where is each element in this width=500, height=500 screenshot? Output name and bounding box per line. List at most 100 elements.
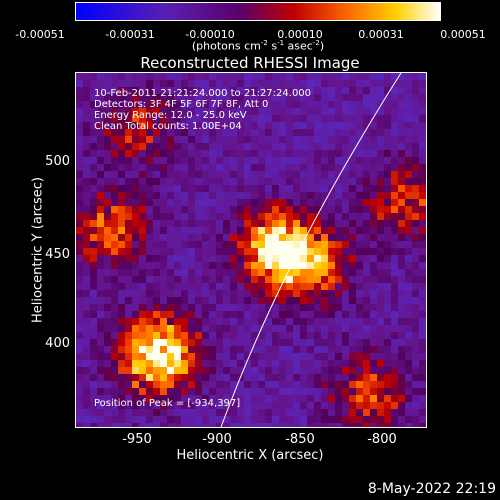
heatmap-cell bbox=[300, 416, 307, 423]
heatmap-cell bbox=[111, 276, 118, 283]
heatmap-cell bbox=[160, 220, 167, 227]
heatmap-cell bbox=[153, 276, 160, 283]
heatmap-cell bbox=[419, 192, 426, 199]
heatmap-cell bbox=[265, 402, 272, 409]
heatmap-cell bbox=[202, 164, 209, 171]
heatmap-cell bbox=[279, 213, 286, 220]
heatmap-cell bbox=[188, 94, 195, 101]
heatmap-cell bbox=[335, 332, 342, 339]
heatmap-cell bbox=[202, 276, 209, 283]
heatmap-cell bbox=[300, 150, 307, 157]
heatmap-cell bbox=[216, 157, 223, 164]
heatmap-cell bbox=[216, 318, 223, 325]
heatmap-cell bbox=[160, 283, 167, 290]
heatmap-cell bbox=[104, 178, 111, 185]
heatmap-cell bbox=[321, 227, 328, 234]
heatmap-cell bbox=[216, 395, 223, 402]
heatmap-cell bbox=[293, 395, 300, 402]
heatmap-cell bbox=[139, 409, 146, 416]
heatmap-cell bbox=[279, 325, 286, 332]
heatmap-cell bbox=[349, 220, 356, 227]
heatmap-cell bbox=[223, 367, 230, 374]
heatmap-cell bbox=[76, 381, 83, 388]
heatmap-cell bbox=[111, 248, 118, 255]
heatmap-cell bbox=[76, 374, 83, 381]
heatmap-cell bbox=[391, 381, 398, 388]
heatmap-cell bbox=[342, 129, 349, 136]
heatmap-cell bbox=[258, 185, 265, 192]
heatmap-cell bbox=[195, 318, 202, 325]
heatmap-cell bbox=[118, 290, 125, 297]
heatmap-cell bbox=[139, 108, 146, 115]
heatmap-cell bbox=[314, 262, 321, 269]
heatmap-cell bbox=[265, 87, 272, 94]
info-detectors: Detectors: 3F 4F 5F 6F 7F 8F, Att 0 bbox=[94, 99, 269, 110]
heatmap-cell bbox=[104, 395, 111, 402]
heatmap-cell bbox=[167, 311, 174, 318]
heatmap-cell bbox=[384, 311, 391, 318]
heatmap-cell bbox=[391, 213, 398, 220]
heatmap-cell bbox=[132, 388, 139, 395]
heatmap-cell bbox=[398, 269, 405, 276]
heatmap-cell bbox=[419, 80, 426, 87]
heatmap-cell bbox=[258, 423, 265, 427]
heatmap-cell bbox=[132, 269, 139, 276]
heatmap-cell bbox=[300, 122, 307, 129]
heatmap-cell bbox=[251, 304, 258, 311]
heatmap-cell bbox=[314, 87, 321, 94]
heatmap-cell bbox=[76, 101, 83, 108]
heatmap-cell bbox=[419, 171, 426, 178]
heatmap-cell bbox=[349, 171, 356, 178]
heatmap-cell bbox=[342, 367, 349, 374]
heatmap-cell bbox=[321, 108, 328, 115]
heatmap-cell bbox=[83, 73, 90, 80]
heatmap-cell bbox=[188, 318, 195, 325]
heatmap-cell bbox=[349, 290, 356, 297]
heatmap-cell bbox=[76, 157, 83, 164]
heatmap-cell bbox=[160, 101, 167, 108]
heatmap-cell bbox=[251, 339, 258, 346]
heatmap-cell bbox=[272, 171, 279, 178]
heatmap-cell bbox=[342, 206, 349, 213]
heatmap-cell bbox=[139, 339, 146, 346]
heatmap-cell bbox=[300, 290, 307, 297]
heatmap-cell bbox=[314, 164, 321, 171]
heatmap-cell bbox=[328, 192, 335, 199]
heatmap-cell bbox=[132, 108, 139, 115]
heatmap-cell bbox=[321, 269, 328, 276]
heatmap-cell bbox=[272, 234, 279, 241]
heatmap-cell bbox=[321, 157, 328, 164]
heatmap-cell bbox=[139, 318, 146, 325]
heatmap-cell bbox=[237, 367, 244, 374]
heatmap-cell bbox=[412, 367, 419, 374]
heatmap-cell bbox=[307, 304, 314, 311]
heatmap-cell bbox=[195, 255, 202, 262]
heatmap-cell bbox=[111, 297, 118, 304]
heatmap-cell bbox=[230, 150, 237, 157]
heatmap-cell bbox=[356, 157, 363, 164]
heatmap-cell bbox=[342, 388, 349, 395]
heatmap-cell bbox=[363, 346, 370, 353]
heatmap-cell bbox=[405, 374, 412, 381]
heatmap-cell bbox=[314, 276, 321, 283]
heatmap-cell bbox=[391, 108, 398, 115]
heatmap-cell bbox=[405, 276, 412, 283]
heatmap-cell bbox=[223, 94, 230, 101]
heatmap-cell bbox=[384, 283, 391, 290]
heatmap-cell bbox=[328, 297, 335, 304]
heatmap-cell bbox=[76, 395, 83, 402]
heatmap-cell bbox=[279, 164, 286, 171]
heatmap-cell bbox=[251, 325, 258, 332]
heatmap-cell bbox=[356, 185, 363, 192]
heatmap-cell bbox=[223, 129, 230, 136]
heatmap-cell bbox=[83, 353, 90, 360]
heatmap-cell bbox=[356, 374, 363, 381]
heatmap-cell bbox=[139, 269, 146, 276]
heatmap-cell bbox=[356, 213, 363, 220]
heatmap-cell bbox=[258, 213, 265, 220]
heatmap-cell bbox=[153, 283, 160, 290]
heatmap-cell bbox=[223, 283, 230, 290]
heatmap-cell bbox=[181, 220, 188, 227]
heatmap-cell bbox=[188, 290, 195, 297]
heatmap-cell bbox=[370, 409, 377, 416]
